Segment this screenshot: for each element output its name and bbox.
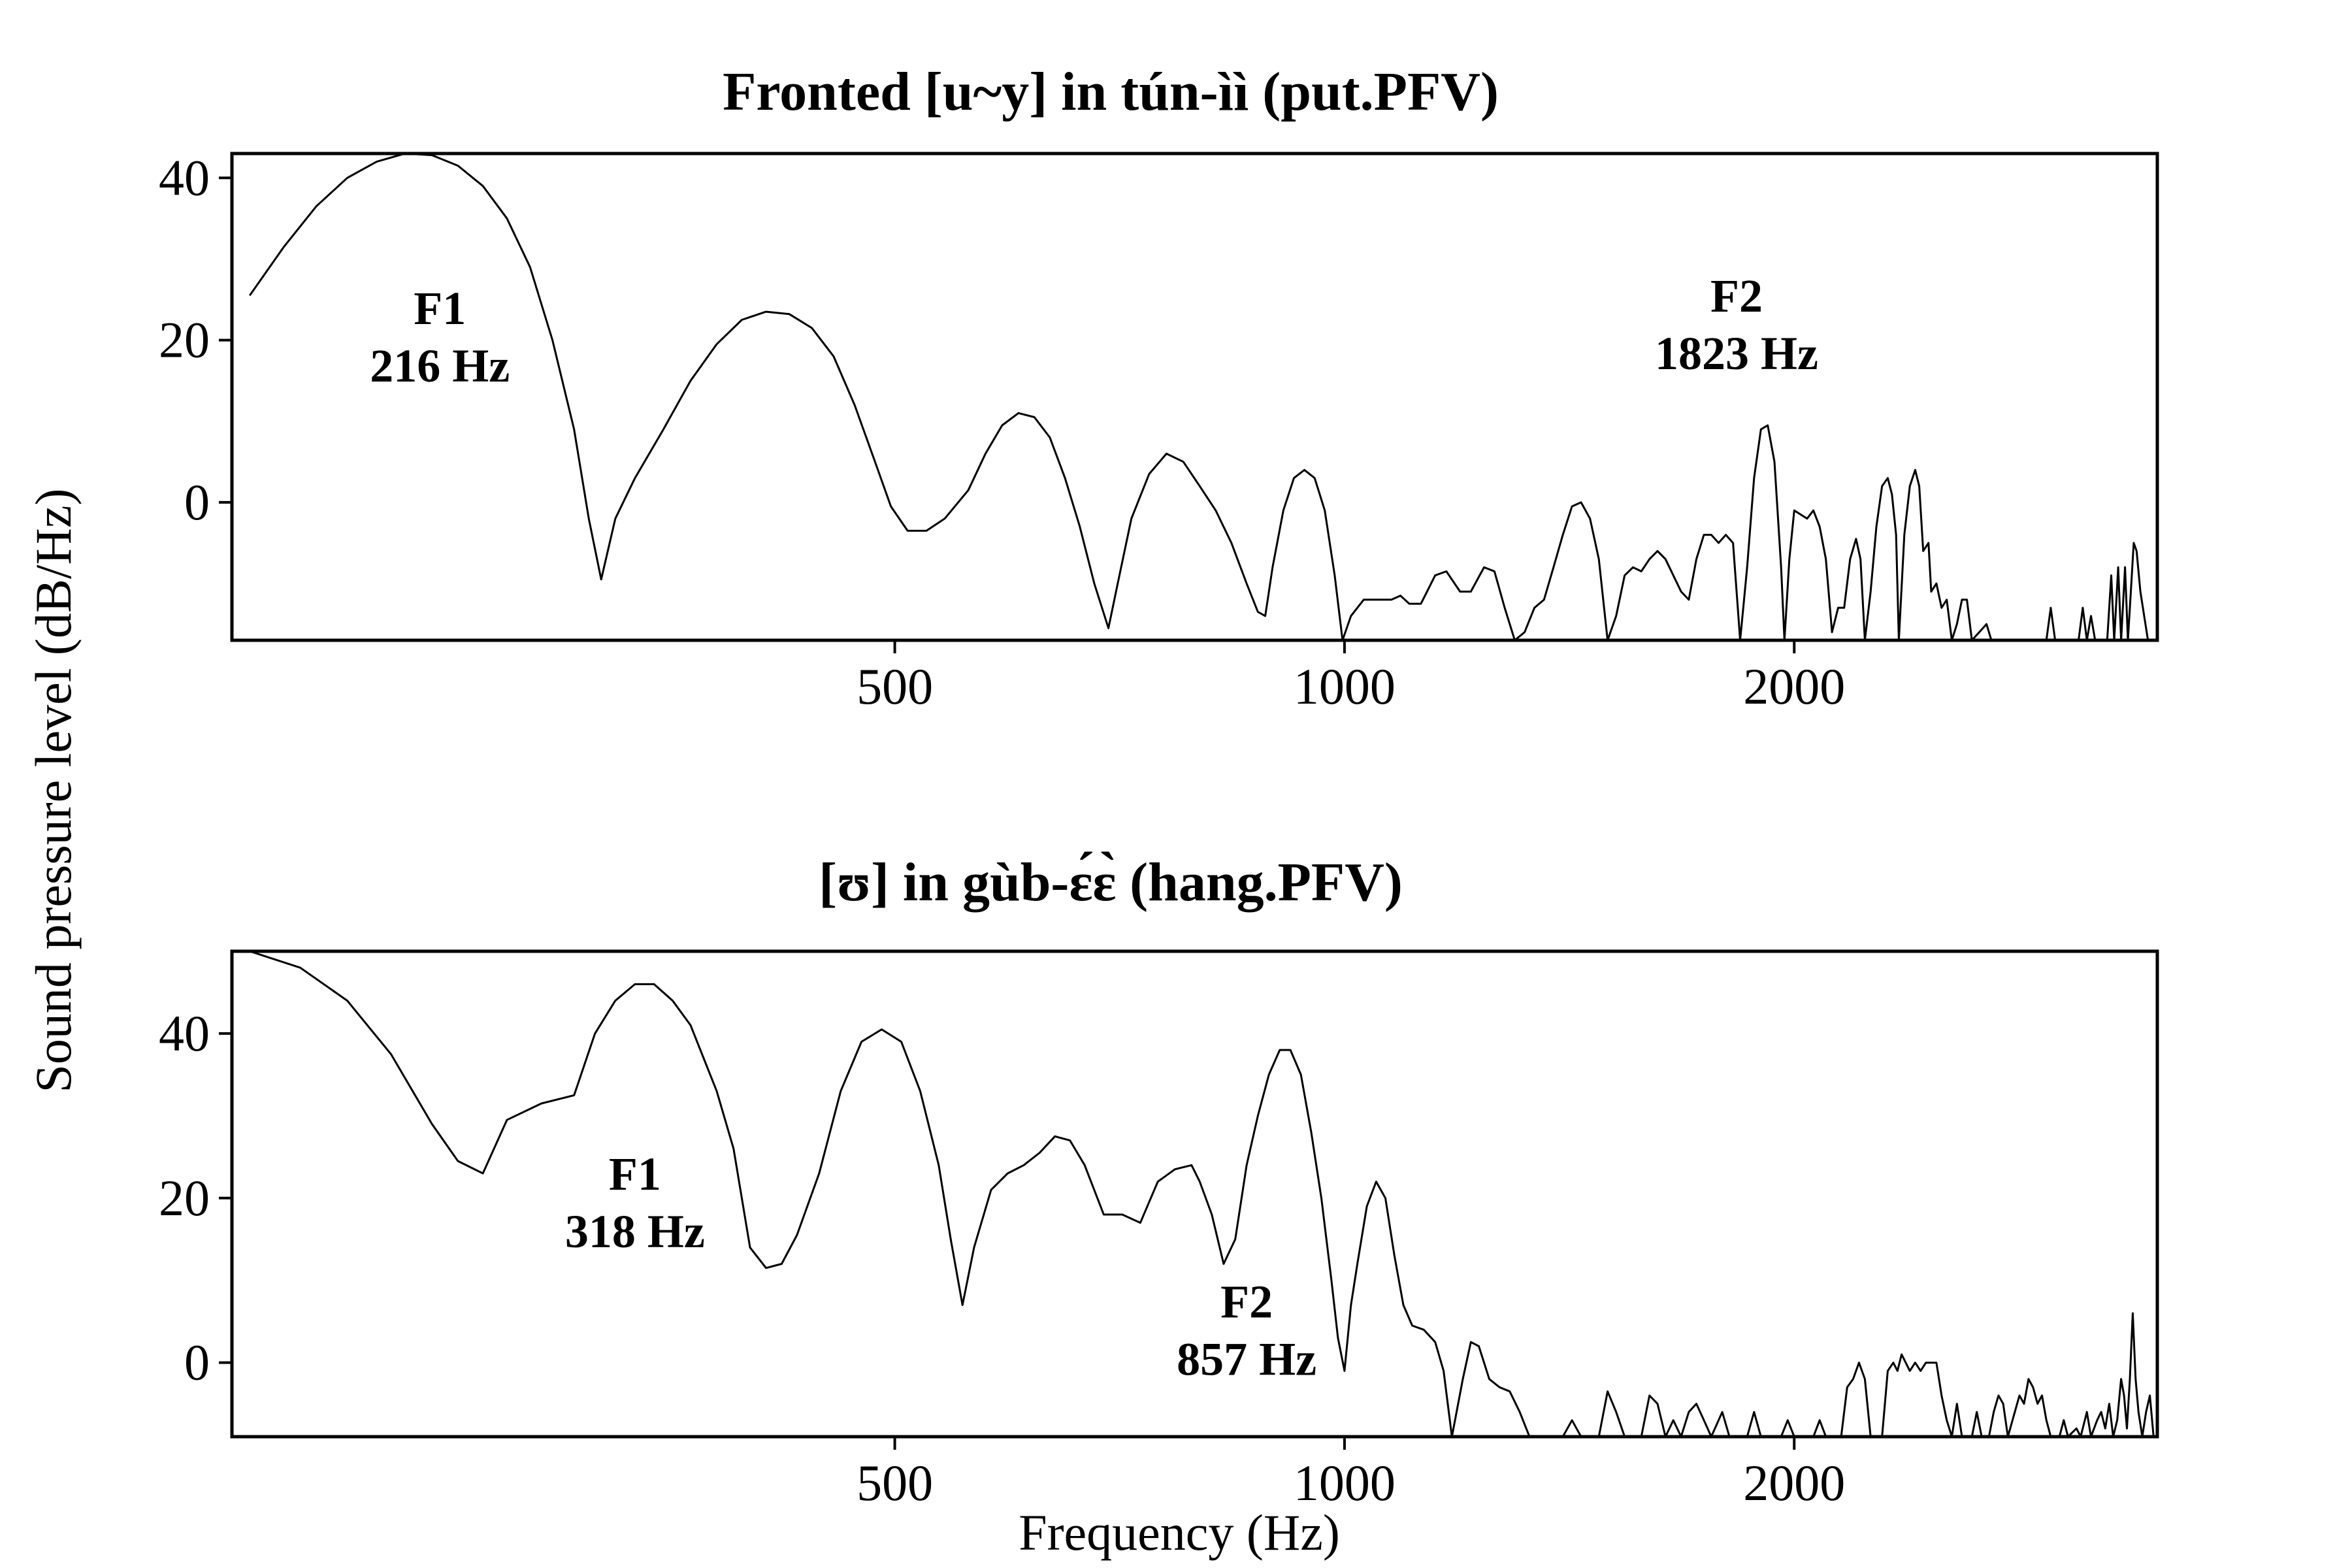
spectrum-line xyxy=(249,951,2155,1437)
formant-value: 216 Hz xyxy=(370,340,510,392)
x-tick-label: 500 xyxy=(857,658,933,715)
formant-label: F1 xyxy=(414,282,466,335)
bottom-spectrum-panel: [ʊ] in gùb-ɛ́ɛ̀ (hang.PFV) 0 20 40 500 1000 2… xyxy=(159,851,2159,1511)
x-tick-label: 500 xyxy=(857,1454,933,1511)
y-axis-label: Sound pressure level (dB/Hz) xyxy=(25,489,82,1093)
y-tick-label: 0 xyxy=(184,474,210,531)
y-tick-label: 20 xyxy=(159,1169,210,1226)
formant-label: F2 xyxy=(1710,270,1763,322)
formant-label: F2 xyxy=(1220,1275,1273,1328)
formant-value: 857 Hz xyxy=(1177,1333,1316,1385)
plot-frame xyxy=(230,152,2159,642)
y-tick-label: 40 xyxy=(159,1005,210,1062)
x-tick-label: 1000 xyxy=(1294,658,1396,715)
x-tick-label: 1000 xyxy=(1294,1454,1396,1511)
formant-value: 1823 Hz xyxy=(1655,327,1818,380)
x-axis-label: Frequency (Hz) xyxy=(1019,1504,1340,1561)
y-tick-label: 40 xyxy=(159,149,210,206)
x-tick-label: 2000 xyxy=(1743,658,1845,715)
formant-label: F1 xyxy=(609,1148,661,1200)
plot-frame xyxy=(230,949,2159,1439)
formant-value: 318 Hz xyxy=(565,1205,705,1258)
top-spectrum-panel: Fronted [u~y] in tún-ìì (put.PFV) 0 20 40 5… xyxy=(159,61,2159,715)
bottom-panel-title: [ʊ] in gùb-ɛ́ɛ̀ (hang.PFV) xyxy=(819,851,1403,913)
x-tick-label: 2000 xyxy=(1743,1454,1845,1511)
top-panel-title: Fronted [u~y] in tún-ìì (put.PFV) xyxy=(723,61,1499,122)
spectrum-line xyxy=(248,154,2149,640)
y-tick-label: 0 xyxy=(184,1334,210,1391)
y-tick-label: 20 xyxy=(159,312,210,368)
